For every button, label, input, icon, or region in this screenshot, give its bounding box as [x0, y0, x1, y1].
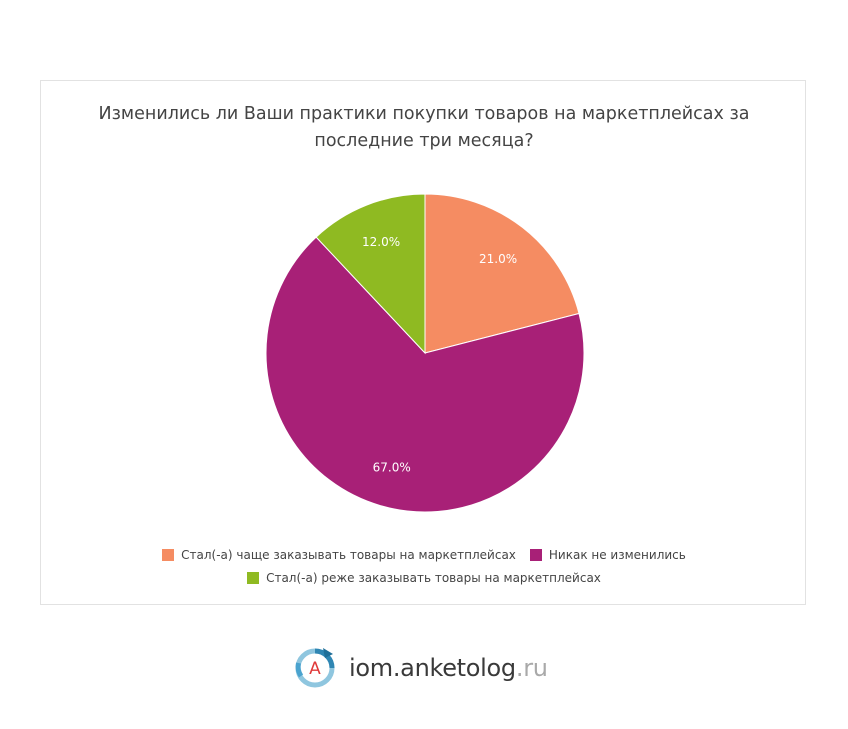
brand-domain: iom.anketolog	[349, 654, 516, 682]
pie-chart: 21.0% 67.0% 12.0%	[265, 193, 585, 513]
chart-title: Изменились ли Ваши практики покупки това…	[41, 101, 807, 155]
pie-slice-less-often[interactable]	[315, 193, 426, 355]
legend-item-more-often[interactable]: Стал(-а) чаще заказывать товары на марке…	[162, 548, 516, 562]
chart-title-line-2: последние три месяца?	[314, 131, 534, 151]
legend-label-less-often: Стал(-а) реже заказывать товары на марке…	[266, 570, 601, 585]
pie-label-less-often: 12.0%	[362, 235, 400, 249]
legend-swatch-unchanged	[529, 548, 542, 561]
legend-swatch-less-often	[247, 571, 260, 584]
legend-swatch-more-often	[162, 548, 175, 561]
anketolog-logo-icon: A	[295, 648, 335, 688]
logo-letter: A	[309, 659, 321, 679]
pie-label-more-often: 21.0%	[479, 252, 517, 266]
brand-footer[interactable]: A iom.anketolog.ru	[293, 646, 548, 690]
chart-card: Изменились ли Ваши практики покупки това…	[40, 80, 806, 605]
legend-item-less-often[interactable]: Стал(-а) реже заказывать товары на марке…	[247, 571, 601, 585]
chart-title-line-1: Изменились ли Ваши практики покупки това…	[98, 104, 750, 124]
brand-tld: .ru	[515, 654, 548, 682]
legend-item-unchanged[interactable]: Никак не изменились	[529, 547, 686, 562]
brand-name: iom.anketolog.ru	[349, 654, 548, 682]
chart-legend: Стал(-а) чаще заказывать товары на марке…	[41, 543, 807, 589]
pie-slice-unchanged[interactable]	[265, 236, 585, 513]
pie-slice-more-often[interactable]	[424, 193, 580, 354]
pie-label-unchanged: 67.0%	[373, 461, 411, 475]
legend-label-unchanged: Никак не изменились	[548, 547, 686, 562]
legend-label-more-often: Стал(-а) чаще заказывать товары на марке…	[181, 547, 516, 562]
